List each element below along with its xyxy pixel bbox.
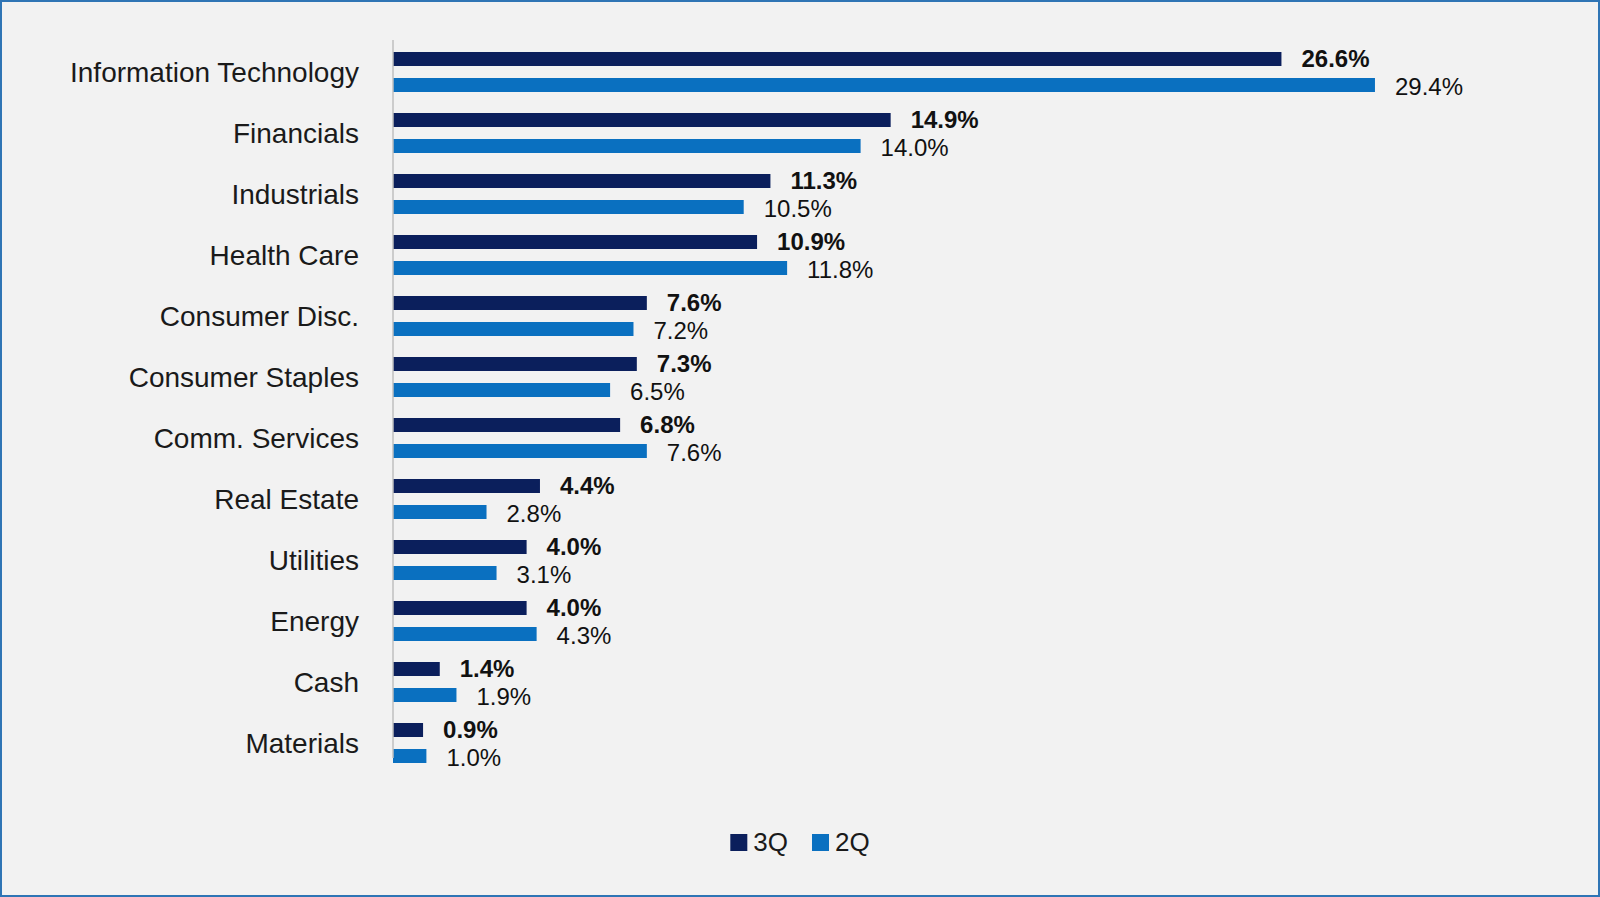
- bar: [393, 418, 620, 432]
- data-label: 7.2%: [653, 317, 708, 344]
- legend-label: 3Q: [753, 827, 788, 857]
- data-label: 1.0%: [446, 744, 501, 771]
- category-label: Cash: [294, 667, 359, 698]
- bar: [393, 261, 787, 275]
- bars: [393, 52, 1375, 763]
- bar: [393, 174, 770, 188]
- bar: [393, 505, 487, 519]
- bar: [393, 296, 647, 310]
- data-label: 1.9%: [476, 683, 531, 710]
- data-label: 2.8%: [507, 500, 562, 527]
- background: [1, 1, 1599, 896]
- data-label: 3.1%: [517, 561, 572, 588]
- data-label: 11.3%: [790, 167, 857, 194]
- chart: Information Technology 26.6% 29.4% Financia…: [0, 0, 1600, 897]
- data-label: 4.0%: [547, 533, 602, 560]
- bar: [393, 113, 891, 127]
- bar: [393, 662, 440, 676]
- bar: [393, 78, 1375, 92]
- data-label: 26.6%: [1301, 45, 1369, 72]
- data-label: 6.5%: [630, 378, 685, 405]
- category-label: Industrials: [231, 179, 359, 210]
- category-label: Real Estate: [214, 484, 359, 515]
- category-label: Materials: [245, 728, 359, 759]
- data-label: 7.6%: [667, 289, 722, 316]
- bar: [393, 540, 527, 554]
- category-label: Consumer Disc.: [160, 301, 359, 332]
- bar: [393, 357, 637, 371]
- bar: [393, 479, 540, 493]
- category-label: Information Technology: [70, 57, 359, 88]
- category-label: Financials: [233, 118, 359, 149]
- bar: [393, 383, 610, 397]
- data-label: 6.8%: [640, 411, 695, 438]
- data-label: 14.9%: [911, 106, 979, 133]
- data-label: 7.3%: [657, 350, 712, 377]
- data-label: 4.3%: [557, 622, 612, 649]
- data-label: 4.0%: [547, 594, 602, 621]
- legend-label: 2Q: [835, 827, 870, 857]
- data-label: 29.4%: [1395, 73, 1463, 100]
- bar: [393, 627, 537, 641]
- axis-line: [392, 40, 394, 758]
- legend-swatch: [730, 834, 747, 851]
- bar: [393, 322, 633, 336]
- legend: 3Q 2Q: [730, 827, 869, 857]
- data-label: 7.6%: [667, 439, 722, 466]
- bar: [393, 723, 423, 737]
- data-label: 10.9%: [777, 228, 845, 255]
- bar: [393, 444, 647, 458]
- legend-swatch: [812, 834, 829, 851]
- data-label: 4.4%: [560, 472, 615, 499]
- data-label: 10.5%: [764, 195, 832, 222]
- bar: [393, 52, 1281, 66]
- data-label: 14.0%: [881, 134, 949, 161]
- category-label: Consumer Staples: [129, 362, 359, 393]
- bar: [393, 601, 527, 615]
- bar: [393, 688, 456, 702]
- data-label: 11.8%: [807, 256, 873, 283]
- bar: [393, 566, 497, 580]
- category-label: Utilities: [269, 545, 359, 576]
- data-label: 1.4%: [460, 655, 515, 682]
- bar: [393, 749, 426, 763]
- bar: [393, 139, 861, 153]
- bar: [393, 235, 757, 249]
- bar: [393, 200, 744, 214]
- category-label: Health Care: [210, 240, 359, 271]
- category-label: Energy: [270, 606, 359, 637]
- labels: Information Technology 26.6% 29.4% Financia…: [70, 45, 1463, 771]
- category-label: Comm. Services: [154, 423, 359, 454]
- data-label: 0.9%: [443, 716, 498, 743]
